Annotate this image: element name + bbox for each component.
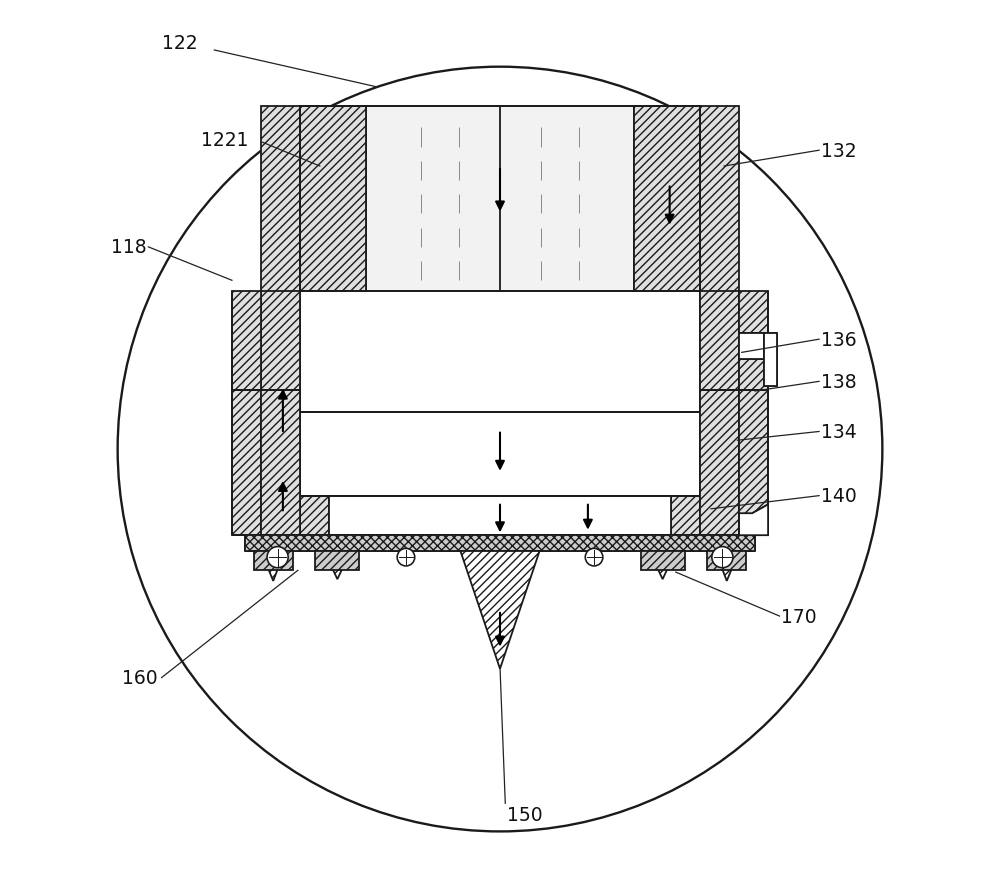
Bar — [366, 107, 634, 291]
Text: 1221: 1221 — [201, 131, 249, 150]
Polygon shape — [764, 334, 777, 386]
Polygon shape — [460, 551, 540, 669]
Polygon shape — [324, 551, 351, 579]
Polygon shape — [300, 107, 366, 291]
Bar — [329, 496, 671, 536]
Text: 122: 122 — [162, 34, 197, 54]
Polygon shape — [739, 391, 768, 536]
Text: 132: 132 — [821, 141, 856, 161]
Polygon shape — [700, 107, 739, 413]
Polygon shape — [232, 391, 261, 536]
Polygon shape — [261, 391, 300, 536]
Circle shape — [397, 549, 415, 566]
Text: 118: 118 — [111, 238, 147, 257]
Polygon shape — [700, 391, 739, 536]
Polygon shape — [715, 551, 739, 581]
Polygon shape — [649, 551, 676, 579]
Bar — [300, 413, 700, 496]
Circle shape — [712, 547, 733, 568]
Bar — [641, 551, 685, 571]
Bar — [245, 536, 755, 551]
Bar — [315, 551, 359, 571]
Polygon shape — [739, 334, 764, 360]
Text: 136: 136 — [821, 330, 856, 349]
Text: 140: 140 — [821, 486, 857, 506]
Polygon shape — [739, 291, 768, 395]
Text: 134: 134 — [821, 422, 857, 442]
Polygon shape — [232, 291, 261, 395]
Polygon shape — [261, 291, 300, 413]
Circle shape — [585, 549, 603, 566]
Polygon shape — [671, 496, 700, 536]
Text: 138: 138 — [821, 372, 856, 392]
Polygon shape — [261, 107, 300, 413]
Polygon shape — [634, 107, 700, 291]
Circle shape — [118, 68, 882, 831]
Polygon shape — [700, 291, 739, 413]
Polygon shape — [261, 551, 285, 581]
Polygon shape — [739, 505, 768, 536]
Circle shape — [267, 547, 288, 568]
Text: 160: 160 — [122, 668, 158, 687]
Bar — [254, 551, 293, 571]
Polygon shape — [300, 496, 329, 536]
Text: 170: 170 — [781, 607, 817, 626]
Text: 150: 150 — [507, 805, 543, 824]
Bar — [707, 551, 746, 571]
